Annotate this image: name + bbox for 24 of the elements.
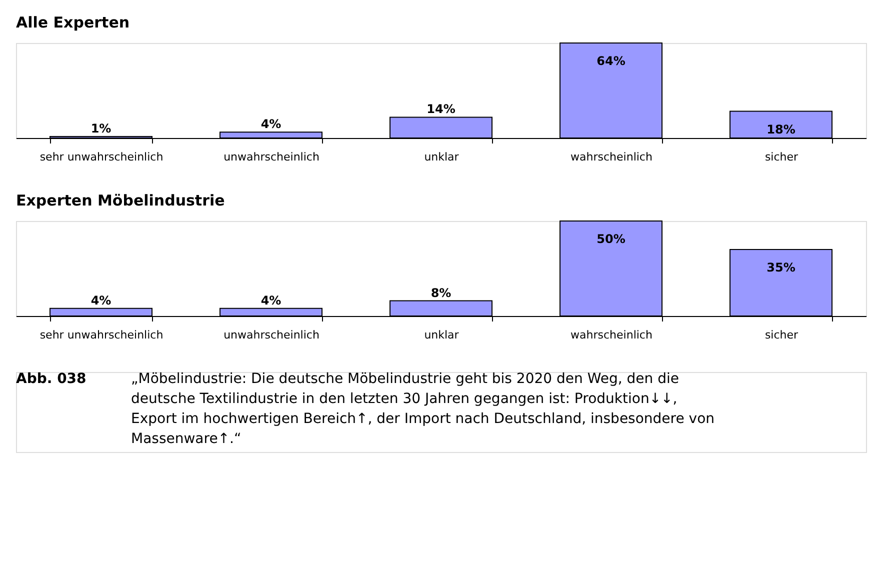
x-tick-label: sehr unwahrscheinlich	[40, 328, 164, 342]
data-label: 35%	[766, 260, 796, 274]
x-tick-label: wahrscheinlich	[570, 328, 652, 342]
x-tick-label: sicher	[764, 328, 799, 342]
x-tick-label: unwahrscheinlich	[224, 328, 320, 342]
data-label: 64%	[596, 54, 626, 68]
data-label: 14%	[426, 102, 456, 116]
data-label: 1%	[90, 122, 112, 136]
chart-title: Experten Möbelindustrie	[16, 192, 225, 210]
x-tick-label: unwahrscheinlich	[224, 150, 320, 164]
data-label: 4%	[260, 293, 282, 308]
x-tick-label: wahrscheinlich	[570, 150, 652, 164]
data-label: 8%	[430, 286, 452, 300]
data-label: 4%	[260, 117, 282, 132]
data-label: 4%	[90, 293, 112, 308]
chart-title: Alle Experten	[16, 14, 130, 32]
x-tick-label: unklar	[424, 328, 460, 342]
text: „Möbelindustrie: Die deutsche Möbelindustrie geht bis 2020 den Weg, den die deutsche Textilindustrie in den letzten 30 Jahren gegangen ist: Produktion↓↓, Export im hochwertigen Bereich↑, der Import nach Deutschland, insbesondere von Massenware↑.“	[131, 371, 715, 447]
x-tick-label: unklar	[424, 150, 460, 164]
x-tick-label: sehr unwahrscheinlich	[40, 150, 164, 164]
data-label: 18%	[766, 122, 796, 136]
data-label: 50%	[596, 232, 626, 246]
caption: Abb. 038	[16, 371, 86, 387]
x-tick-label: sicher	[764, 150, 799, 164]
